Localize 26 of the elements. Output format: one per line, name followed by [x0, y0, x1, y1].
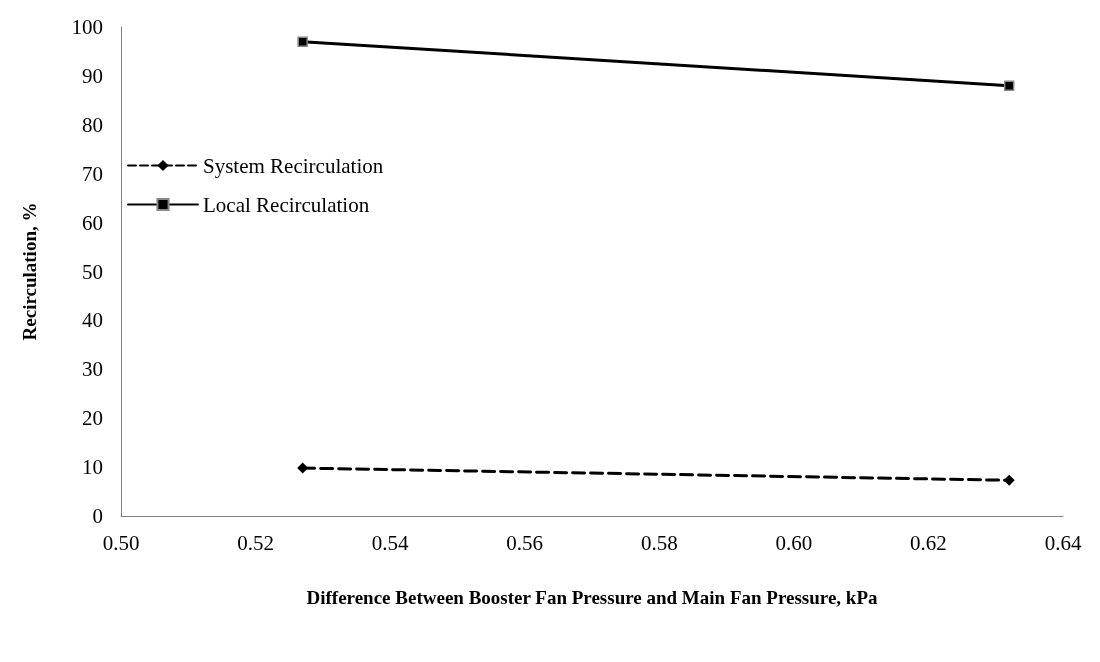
x-tick-label: 0.60	[775, 530, 813, 555]
x-tick-label: 0.64	[1044, 530, 1082, 555]
y-tick-label: 10	[82, 455, 103, 480]
y-tick-label: 40	[82, 308, 103, 333]
y-tick-label: 80	[82, 112, 103, 137]
x-tick-label: 0.62	[910, 530, 947, 555]
legend-label: Local Recirculation	[203, 192, 370, 217]
x-tick-label: 0.56	[506, 530, 544, 555]
x-tick-label: 0.50	[102, 530, 140, 555]
y-tick-label: 90	[82, 63, 103, 88]
legend-label: System Recirculation	[203, 153, 384, 178]
point	[297, 36, 308, 47]
x-tick-label: 0.58	[640, 530, 678, 555]
y-tick-label: 100	[71, 15, 103, 39]
point	[1003, 80, 1015, 91]
x-tick-label: 0.52	[237, 530, 274, 555]
x-axis-title: Difference Between Booster Fan Pressure and Main Fan Pressure, kPa	[306, 587, 878, 608]
point	[1003, 474, 1015, 486]
y-tick-label: 70	[82, 161, 103, 186]
y-tick-label: 20	[82, 406, 103, 431]
y-tick-label: 0	[92, 504, 103, 528]
y-axis-title: Recirculation, %	[19, 202, 40, 341]
y-tick-label: 50	[82, 259, 103, 284]
y-tick-label: 60	[82, 210, 103, 235]
y-tick-label: 30	[82, 357, 103, 382]
x-tick-label: 0.54	[371, 530, 410, 555]
